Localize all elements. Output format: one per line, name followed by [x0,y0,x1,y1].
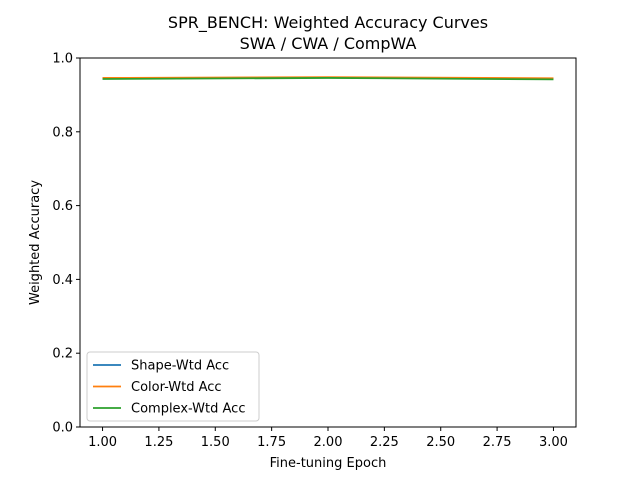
legend-items: Shape-Wtd Acc Color-Wtd Acc Complex-Wtd Ac… [93,359,245,417]
y-axis-label: Weighted Accuracy [28,180,43,305]
y-tick-label: 0.6 [52,199,73,214]
x-tick-label: 1.75 [257,435,286,450]
chart-title: SPR_BENCH: Weighted Accuracy Curves [168,13,488,33]
x-tick-label: 2.25 [370,435,399,450]
y-tick-label: 0.4 [52,273,73,288]
series-layer [102,76,554,81]
y-axis-ticks: 0.0 0.2 0.4 0.6 0.8 1.0 [52,52,80,436]
x-tick-label: 2.75 [483,435,512,450]
y-tick-label: 0.8 [52,125,73,140]
y-tick-label: 0.2 [52,347,73,362]
legend-box [86,351,260,422]
x-tick-label: 3.00 [539,435,568,450]
series-line-3 [102,77,554,81]
legend-label: Color-Wtd Acc [131,380,222,395]
x-tick-label: 2.00 [314,435,343,450]
x-axis-ticks: 1.00 1.25 1.50 1.75 2.00 2.25 2.50 2.75 3.00 [88,427,568,450]
legend-label: Complex-Wtd Acc [131,402,245,417]
legend: Shape-Wtd Acc Color-Wtd Acc Complex-Wtd Ac… [86,351,260,422]
x-tick-label: 1.50 [201,435,230,450]
chart-subtitle: SWA / CWA / CompWA [240,34,417,53]
x-tick-label: 1.00 [88,435,117,450]
x-axis-label: Fine-tuning Epoch [270,456,387,471]
y-tick-label: 0.0 [52,421,73,436]
x-tick-label: 1.25 [144,435,173,450]
y-tick-label: 1.0 [52,52,73,67]
x-tick-label: 2.50 [426,435,455,450]
legend-label: Shape-Wtd Acc [131,359,229,374]
